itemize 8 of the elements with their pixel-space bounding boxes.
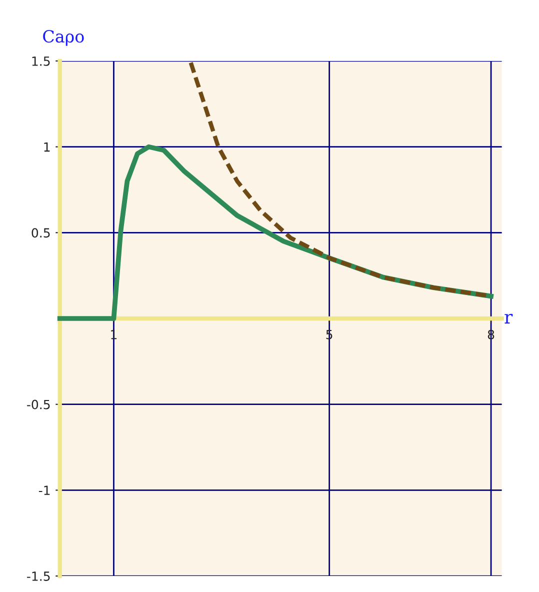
y-tick-label: 1.5 xyxy=(32,56,50,66)
y-tick-label: -0.5 xyxy=(27,400,50,410)
y-axis-title: Caρo xyxy=(43,30,84,46)
y-tick-label: 1 xyxy=(44,142,50,152)
y-tick-label: -1 xyxy=(38,486,50,495)
y-tick-label: -1.5 xyxy=(27,572,50,581)
y-tick-label: 0.5 xyxy=(32,228,50,238)
x-axis-title: r xyxy=(504,314,513,324)
